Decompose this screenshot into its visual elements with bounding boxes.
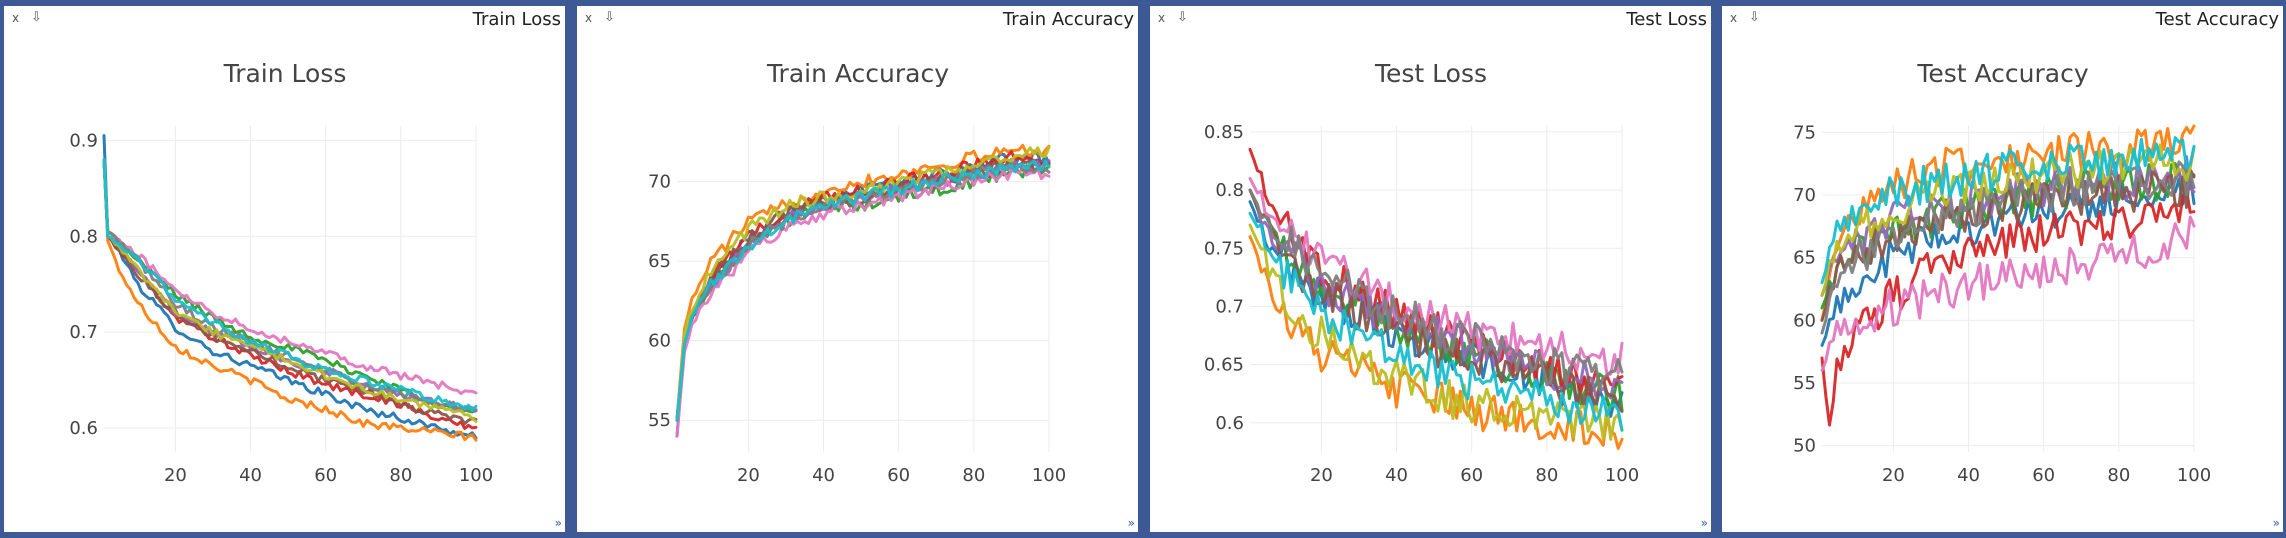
x-tick-label: 60 xyxy=(314,465,337,486)
series-line-run-8 xyxy=(1248,188,1624,392)
series-line-run-6 xyxy=(1820,168,2196,322)
x-tick-label: 20 xyxy=(737,465,760,486)
series-line-run-10 xyxy=(675,159,1051,422)
close-button[interactable]: x xyxy=(585,11,593,25)
series-line-run-10 xyxy=(1820,136,2196,285)
chart-title: Test Loss xyxy=(1374,59,1487,88)
chart-title: Train Accuracy xyxy=(766,59,949,88)
x-tick-label: 80 xyxy=(1535,465,1558,486)
y-tick-label: 0.8 xyxy=(69,226,98,247)
y-tick-label: 55 xyxy=(1793,373,1816,394)
y-tick-label: 0.65 xyxy=(1204,355,1244,376)
x-tick-label: 20 xyxy=(164,465,187,486)
close-button[interactable]: x xyxy=(12,11,20,25)
y-tick-label: 0.6 xyxy=(69,418,98,439)
x-tick-label: 60 xyxy=(1460,465,1483,486)
y-tick-label: 0.8 xyxy=(1215,180,1244,201)
y-tick-label: 65 xyxy=(1793,248,1816,269)
y-tick-label: 0.75 xyxy=(1204,238,1244,259)
x-tick-label: 40 xyxy=(1957,465,1980,486)
train-loss-chart[interactable]: Train Loss 0.6 0.7 0.8 0.9 20 40 60 80 100 xyxy=(4,6,565,532)
test-accuracy-chart[interactable]: Test Accuracy 50 55 60 65 70 75 20 40 60 80 100 xyxy=(1722,6,2283,532)
pane-header: x ⇩ Test Loss xyxy=(1150,6,1711,32)
y-tick-label: 0.9 xyxy=(69,130,98,151)
series-line-run-1 xyxy=(102,134,478,440)
series-line-run-6 xyxy=(102,158,478,426)
download-icon[interactable]: ⇩ xyxy=(1749,10,1760,25)
download-icon[interactable]: ⇩ xyxy=(31,10,42,25)
y-tick-label: 60 xyxy=(1793,310,1816,331)
x-tick-label: 40 xyxy=(1385,465,1408,486)
pane-window-title: Train Accuracy xyxy=(1002,9,1134,30)
resize-handle-icon[interactable]: » xyxy=(554,516,562,530)
x-tick-label: 20 xyxy=(1310,465,1333,486)
x-tick-label: 80 xyxy=(389,465,412,486)
x-tick-label: 100 xyxy=(459,465,493,486)
y-tick-label: 70 xyxy=(648,172,671,193)
resize-handle-icon[interactable]: » xyxy=(1700,516,1708,530)
visdom-pane-train-accuracy: x ⇩ Train Accuracy Train Accuracy 55 60 65 7… xyxy=(577,6,1138,532)
download-icon[interactable]: ⇩ xyxy=(1177,10,1188,25)
x-tick-label: 100 xyxy=(1032,465,1066,486)
download-icon[interactable]: ⇩ xyxy=(604,10,615,25)
pane-window-title: Train Loss xyxy=(472,9,561,30)
y-tick-label: 0.6 xyxy=(1215,413,1244,434)
pane-window-title: Test Loss xyxy=(1626,9,1707,30)
y-tick-label: 0.7 xyxy=(69,322,98,343)
resize-handle-icon[interactable]: » xyxy=(2272,516,2280,530)
x-tick-label: 40 xyxy=(239,465,262,486)
pane-window-title: Test Accuracy xyxy=(2155,9,2279,30)
close-button[interactable]: x xyxy=(1730,11,1738,25)
y-tick-label: 50 xyxy=(1793,436,1816,457)
pane-header: x ⇩ Test Accuracy xyxy=(1722,6,2283,32)
chart-title: Train Loss xyxy=(223,59,347,88)
y-tick-label: 0.85 xyxy=(1204,122,1244,143)
series-line-run-7 xyxy=(1820,215,2196,372)
x-tick-label: 100 xyxy=(1605,465,1639,486)
y-tick-label: 70 xyxy=(1793,185,1816,206)
test-loss-chart[interactable]: Test Loss 0.6 0.65 0.7 0.75 0.8 0.85 20 40 60 80 10… xyxy=(1150,6,1711,532)
y-tick-label: 65 xyxy=(648,251,671,272)
y-tick-label: 0.7 xyxy=(1215,296,1244,317)
resize-handle-icon[interactable]: » xyxy=(1127,516,1135,530)
x-tick-label: 80 xyxy=(2107,465,2130,486)
pane-header: x ⇩ Train Loss xyxy=(4,6,565,32)
visdom-pane-train-loss: x ⇩ Train Loss Train Loss 0.6 0.7 0.8 0.9 20 4… xyxy=(4,6,565,532)
series-line-run-2 xyxy=(1248,235,1624,450)
series-line-run-2 xyxy=(675,143,1051,422)
visdom-pane-test-loss: x ⇩ Test Loss Test Loss 0.6 0.65 0.7 0.75 0.8… xyxy=(1150,6,1711,532)
x-tick-label: 40 xyxy=(812,465,835,486)
x-tick-label: 80 xyxy=(962,465,985,486)
series-line-run-9 xyxy=(675,145,1051,422)
series-line-run-10 xyxy=(102,158,478,412)
close-button[interactable]: x xyxy=(1158,11,1166,25)
x-tick-label: 60 xyxy=(2032,465,2055,486)
chart-title: Test Accuracy xyxy=(1916,59,2089,88)
pane-header: x ⇩ Train Accuracy xyxy=(577,6,1138,32)
x-tick-label: 20 xyxy=(1882,465,1905,486)
series-line-run-2 xyxy=(102,158,478,442)
series-line-run-4 xyxy=(1820,188,2196,427)
y-tick-label: 60 xyxy=(648,331,671,352)
x-tick-label: 100 xyxy=(2177,465,2211,486)
series-line-run-10 xyxy=(1248,211,1624,432)
visdom-pane-test-accuracy: x ⇩ Test Accuracy Test Accuracy 50 55 60 65 7… xyxy=(1722,6,2283,532)
y-tick-label: 55 xyxy=(648,410,671,431)
series-line-run-9 xyxy=(102,158,478,423)
y-tick-label: 75 xyxy=(1793,122,1816,143)
x-tick-label: 60 xyxy=(887,465,910,486)
series-line-run-7 xyxy=(102,158,478,396)
series-line-run-7 xyxy=(675,166,1051,438)
train-accuracy-chart[interactable]: Train Accuracy 55 60 65 70 20 40 60 80 100 xyxy=(577,6,1138,532)
